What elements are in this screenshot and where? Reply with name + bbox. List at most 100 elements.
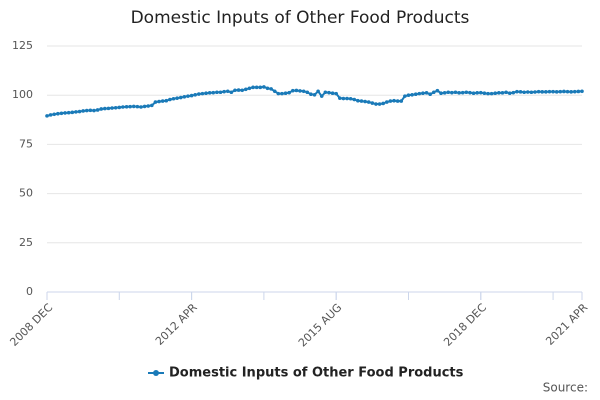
- point: [388, 99, 393, 103]
- point: [504, 90, 508, 95]
- point: [81, 109, 85, 113]
- point: [244, 87, 248, 92]
- y-tick-label: 125: [12, 39, 33, 52]
- point: [139, 105, 143, 109]
- point: [207, 91, 212, 95]
- point: [309, 92, 313, 97]
- point: [453, 90, 458, 95]
- legend-label: Domestic Inputs of Other Food Products: [169, 366, 464, 381]
- point: [106, 106, 111, 111]
- point: [262, 85, 266, 89]
- point: [99, 107, 104, 111]
- point: [525, 90, 530, 94]
- point: [424, 91, 429, 95]
- point: [464, 90, 469, 95]
- point: [497, 91, 501, 95]
- x-tick-label: 2018 DEC: [441, 301, 489, 349]
- point: [301, 89, 306, 94]
- x-tick-label: 2012 APR: [153, 301, 200, 348]
- point: [48, 113, 53, 117]
- point: [562, 89, 566, 94]
- point: [316, 89, 320, 94]
- point: [164, 98, 169, 103]
- y-tick-label: 75: [19, 137, 33, 150]
- point: [240, 88, 245, 93]
- point: [294, 88, 299, 93]
- source: Source:: [543, 381, 588, 395]
- point: [399, 99, 404, 103]
- point: [529, 90, 534, 95]
- point: [475, 91, 479, 95]
- point: [435, 88, 440, 93]
- point: [348, 96, 353, 101]
- point: [247, 86, 252, 91]
- point: [186, 94, 190, 98]
- point: [395, 99, 400, 103]
- point: [352, 97, 357, 102]
- point: [56, 111, 60, 116]
- point: [334, 91, 338, 96]
- point: [536, 89, 541, 94]
- point: [522, 90, 526, 95]
- point: [276, 91, 281, 96]
- point: [421, 91, 425, 96]
- point: [457, 91, 461, 95]
- point: [66, 110, 71, 115]
- point: [157, 99, 161, 104]
- point: [178, 95, 183, 100]
- point: [489, 91, 494, 96]
- point: [215, 90, 219, 95]
- point: [533, 90, 537, 94]
- y-tick-label: 0: [26, 285, 33, 298]
- point: [251, 85, 255, 90]
- point: [45, 114, 49, 118]
- point: [450, 90, 454, 95]
- x-tick-label: 2015 AUG: [296, 301, 345, 350]
- point: [428, 92, 432, 97]
- point: [576, 89, 581, 94]
- point: [233, 88, 237, 93]
- y-tick-label: 50: [19, 187, 33, 200]
- point: [88, 108, 93, 113]
- point: [77, 109, 82, 114]
- point: [92, 108, 96, 113]
- point: [110, 106, 114, 110]
- point: [272, 89, 277, 94]
- point: [189, 93, 194, 98]
- point: [515, 89, 519, 94]
- point: [254, 85, 259, 90]
- point: [356, 98, 360, 103]
- point: [218, 90, 223, 95]
- point: [168, 97, 172, 102]
- point: [171, 96, 176, 101]
- point: [370, 101, 375, 105]
- point: [70, 110, 75, 115]
- point: [359, 99, 364, 103]
- point: [468, 90, 472, 95]
- point: [204, 91, 208, 96]
- point: [280, 91, 284, 96]
- point: [200, 91, 205, 96]
- point: [500, 91, 505, 95]
- y-tick-label: 100: [12, 88, 33, 101]
- point: [182, 94, 187, 99]
- point: [341, 96, 346, 101]
- point: [146, 104, 151, 108]
- point: [330, 91, 335, 96]
- point: [413, 92, 418, 97]
- point: [507, 91, 512, 96]
- point: [511, 90, 516, 95]
- legend-marker: [153, 370, 159, 376]
- point: [460, 90, 465, 95]
- point: [95, 108, 100, 112]
- point: [117, 105, 122, 110]
- point: [558, 89, 563, 94]
- point: [381, 101, 385, 106]
- point: [84, 108, 89, 113]
- point: [103, 106, 107, 111]
- point: [518, 90, 523, 94]
- x-tick-label: 2021 APR: [543, 301, 590, 348]
- point: [150, 103, 154, 108]
- point: [258, 85, 263, 90]
